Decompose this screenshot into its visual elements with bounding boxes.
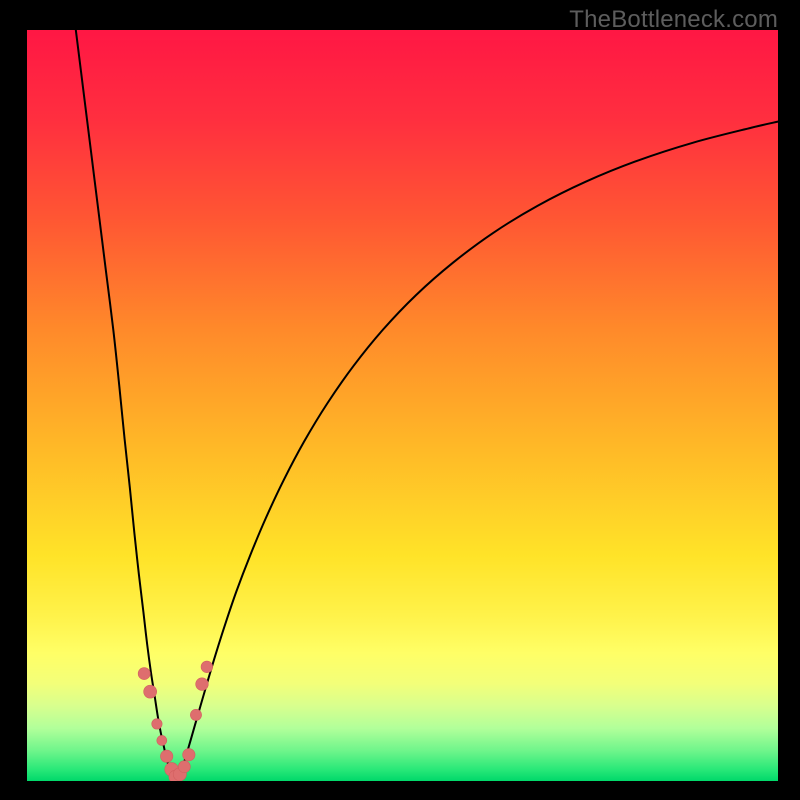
data-marker [196, 678, 209, 691]
data-marker [157, 735, 167, 745]
gradient-background [27, 30, 778, 781]
data-marker [201, 661, 213, 673]
data-marker [178, 761, 190, 773]
plot-area [27, 30, 778, 781]
chart-frame: TheBottleneck.com [0, 0, 800, 800]
plot-svg [27, 30, 778, 781]
data-marker [144, 685, 157, 698]
data-marker [138, 668, 150, 680]
data-marker [190, 709, 201, 720]
data-marker [152, 719, 162, 729]
data-marker [183, 749, 195, 761]
data-marker [160, 750, 172, 762]
